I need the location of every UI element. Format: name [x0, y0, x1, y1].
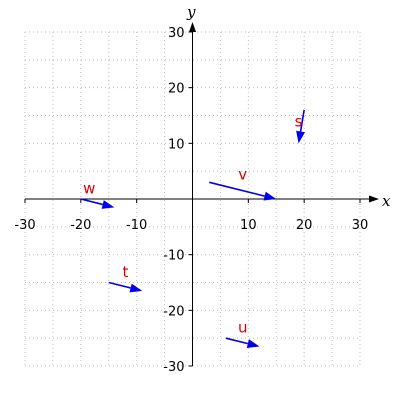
- vector-t-head: [129, 283, 143, 293]
- vector-v-shaft: [209, 181, 265, 197]
- vector-v-head: [263, 191, 277, 201]
- y-axis-arrow: [189, 22, 196, 32]
- axes: [25, 22, 379, 366]
- x-axis-label: x: [382, 192, 391, 210]
- x-tick-label: -10: [126, 218, 147, 233]
- vector-u-head: [246, 339, 260, 348]
- vector-w-shaft: [80, 198, 103, 206]
- vectors: w v s t u: [80, 109, 306, 348]
- vector-label-w: w: [83, 179, 95, 197]
- vector-s-head: [296, 130, 306, 144]
- x-tick-label: 20: [296, 218, 313, 233]
- y-tick-label: 20: [168, 82, 185, 97]
- vector-t-shaft: [108, 281, 131, 289]
- ticks: -30 -20 -10 10 20 30 -30 -20 -10 10 20 30: [14, 26, 368, 375]
- y-tick-label: -30: [163, 360, 184, 375]
- vector-u-shaft: [225, 337, 249, 345]
- y-tick-label: -10: [163, 249, 184, 264]
- y-tick-label: 10: [168, 137, 185, 152]
- x-axis-arrow: [369, 195, 379, 203]
- y-tick-label: 30: [168, 26, 185, 41]
- y-axis-label: y: [186, 3, 196, 21]
- vector-label-v: v: [238, 166, 247, 184]
- vector-w-head: [101, 200, 115, 209]
- vector-label-t: t: [123, 263, 129, 281]
- vector-label-u: u: [238, 319, 248, 337]
- x-tick-label: -30: [14, 218, 35, 233]
- x-tick-label: 10: [240, 218, 257, 233]
- vector-label-s: s: [295, 113, 303, 131]
- x-tick-label: 30: [352, 218, 369, 233]
- y-tick-label: -20: [163, 304, 184, 319]
- x-tick-label: -20: [70, 218, 91, 233]
- vector-s-shaft: [299, 109, 305, 132]
